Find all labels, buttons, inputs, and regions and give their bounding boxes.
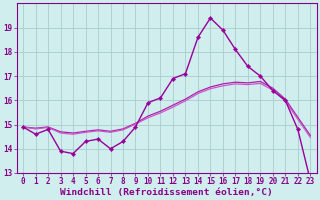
X-axis label: Windchill (Refroidissement éolien,°C): Windchill (Refroidissement éolien,°C) [60,188,273,197]
